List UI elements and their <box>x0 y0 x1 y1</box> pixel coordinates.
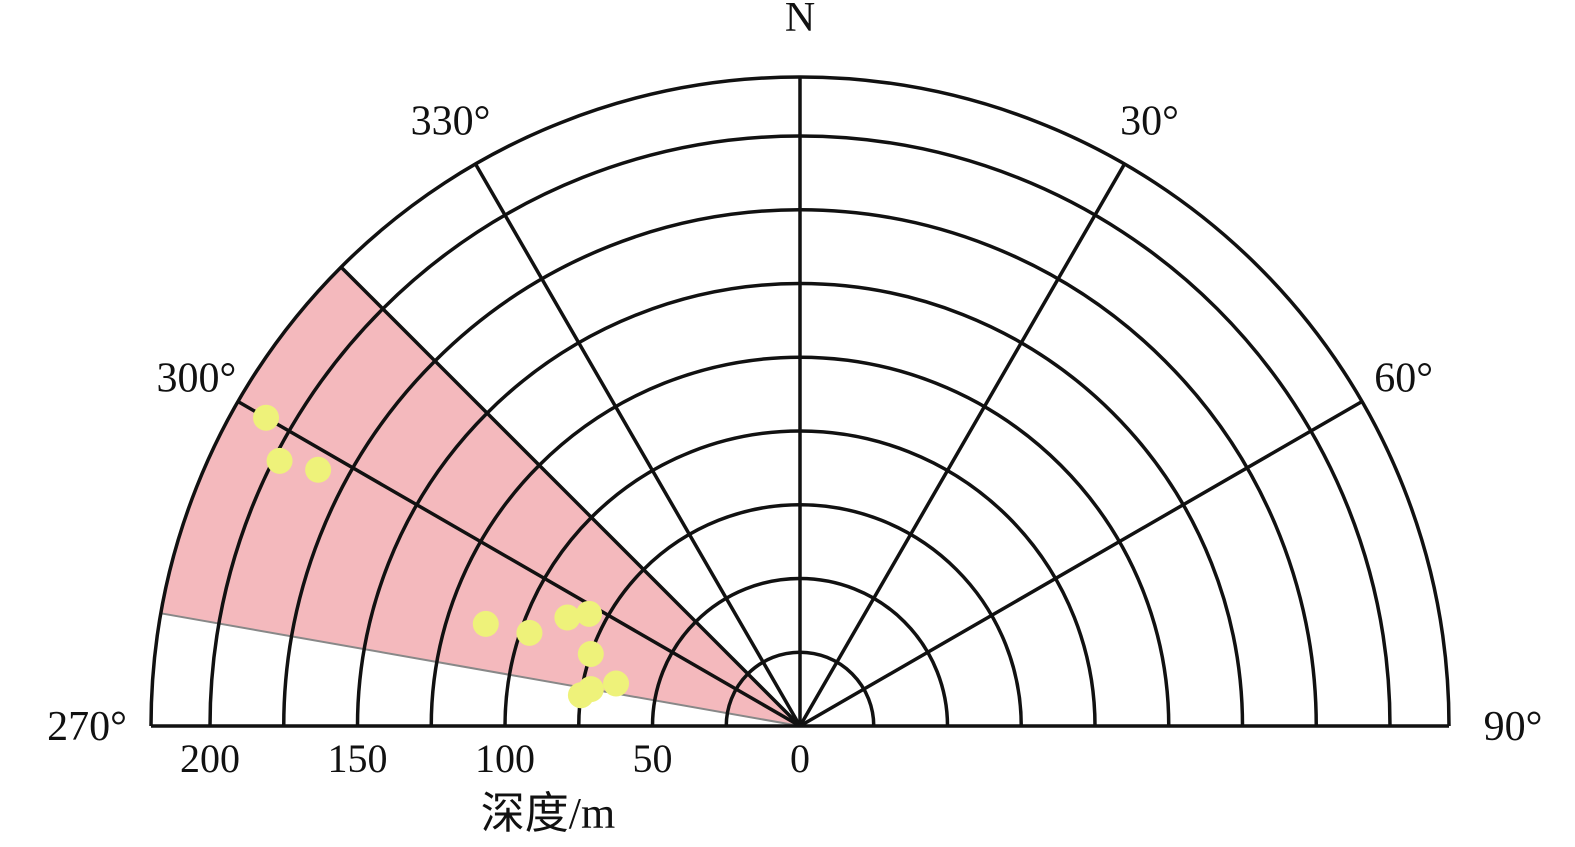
data-point-11 <box>603 670 630 697</box>
axis-labels: 0 50 100 150 200 270° 300° 330° N 30° 60° 90° 深度/m <box>47 0 1542 838</box>
angle-tick-label-270: 270° <box>47 704 127 750</box>
radius-tick-label-0: 0 <box>790 736 810 781</box>
angle-tick-label-60: 60° <box>1374 356 1433 402</box>
data-point-3 <box>305 456 332 483</box>
spoke-330 <box>473 163 802 727</box>
data-point-2 <box>266 447 293 474</box>
highlight-sector-edge <box>160 612 801 727</box>
spoke-315 <box>339 265 802 728</box>
polar-grid <box>149 75 1451 728</box>
data-point-5 <box>516 619 543 646</box>
radius-tick-label-100: 100 <box>475 736 535 781</box>
angle-tick-label-330: 330° <box>411 99 491 145</box>
data-point-8 <box>577 640 604 667</box>
data-point-6 <box>554 604 581 631</box>
data-points <box>253 404 630 709</box>
data-point-10 <box>567 682 594 709</box>
radius-tick-label-200: 200 <box>180 736 240 781</box>
angle-tick-label-30: 30° <box>1120 99 1179 145</box>
angle-tick-label-0: N <box>785 0 815 41</box>
angle-tick-label-90: 90° <box>1484 704 1543 750</box>
spoke-300 <box>237 399 801 728</box>
radius-tick-label-150: 150 <box>328 736 388 781</box>
radial-axis-title: 深度/m <box>481 789 615 838</box>
data-point-1 <box>253 404 280 431</box>
spoke-30 <box>798 163 1127 727</box>
spoke-60 <box>799 399 1363 728</box>
data-point-4 <box>472 610 499 637</box>
data-point-7 <box>576 600 603 627</box>
radius-tick-label-50: 50 <box>633 736 673 781</box>
angle-tick-label-300: 300° <box>156 356 236 402</box>
